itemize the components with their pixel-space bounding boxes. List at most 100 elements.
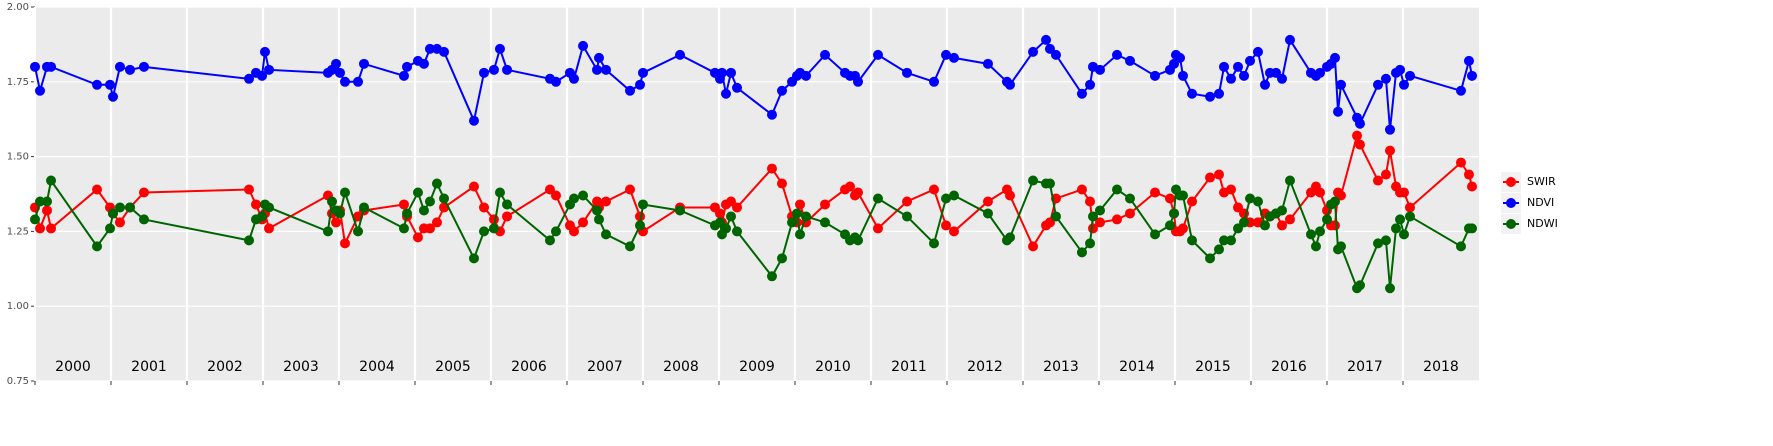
data-point <box>42 205 53 216</box>
data-point <box>1005 190 1016 201</box>
data-point <box>1076 184 1087 195</box>
legend-label: NDVI <box>1527 196 1554 209</box>
data-point <box>777 85 788 96</box>
data-point <box>439 46 450 57</box>
data-point <box>1385 283 1396 294</box>
data-point <box>982 196 993 207</box>
data-point <box>264 223 275 234</box>
data-point <box>114 61 125 72</box>
data-point <box>578 217 589 228</box>
x-tick-label: 2016 <box>1271 359 1307 375</box>
data-point <box>1398 79 1409 90</box>
data-point <box>625 184 636 195</box>
data-point <box>544 235 555 246</box>
data-point <box>479 202 490 213</box>
data-point <box>941 49 952 60</box>
data-point <box>1305 229 1316 240</box>
data-point <box>1329 196 1340 207</box>
data-point <box>766 163 777 174</box>
data-point <box>1463 169 1474 180</box>
data-point <box>1354 118 1365 129</box>
data-point <box>125 64 135 75</box>
x-tick-label: 2013 <box>1043 359 1079 375</box>
data-point <box>412 187 423 198</box>
data-point <box>941 220 952 231</box>
data-point <box>568 193 579 204</box>
data-point <box>402 61 413 72</box>
data-point <box>1150 187 1161 198</box>
data-point <box>1094 217 1105 228</box>
data-point <box>1315 187 1326 198</box>
data-point <box>1164 193 1175 204</box>
data-point <box>359 58 370 69</box>
data-point <box>1310 241 1321 252</box>
data-point <box>1284 175 1295 186</box>
data-point <box>1028 175 1039 186</box>
data-point <box>468 253 479 264</box>
y-tick-label: 1.50 <box>7 152 29 163</box>
data-point <box>340 238 351 249</box>
data-point <box>114 217 125 228</box>
data-point <box>353 76 363 87</box>
data-point <box>820 199 831 210</box>
data-point <box>1252 196 1263 207</box>
data-point <box>1125 208 1136 219</box>
data-point <box>1395 214 1406 225</box>
data-point <box>502 64 513 75</box>
data-point <box>502 211 513 222</box>
data-point <box>251 199 262 210</box>
data-point <box>479 67 490 78</box>
data-point <box>1219 61 1230 72</box>
data-point <box>638 199 648 210</box>
data-point <box>1404 70 1415 81</box>
data-point <box>550 76 561 87</box>
data-point <box>502 199 513 210</box>
x-tick-label: 2005 <box>435 359 471 375</box>
data-point <box>1335 79 1346 90</box>
x-tick-label: 2011 <box>891 359 927 375</box>
data-point <box>1112 49 1123 60</box>
data-point <box>125 202 135 213</box>
data-point <box>257 211 268 222</box>
data-point <box>418 205 429 216</box>
data-point <box>600 229 611 240</box>
data-point <box>1277 205 1288 216</box>
data-point <box>1259 220 1270 231</box>
data-point <box>398 199 409 210</box>
data-point <box>105 79 116 90</box>
data-point <box>1352 130 1363 141</box>
data-point <box>494 43 505 54</box>
data-point <box>1329 220 1340 231</box>
data-point <box>353 226 363 237</box>
data-point <box>593 214 604 225</box>
data-point <box>264 64 275 75</box>
data-point <box>726 211 737 222</box>
data-point <box>902 211 913 222</box>
data-point <box>1187 235 1198 246</box>
data-point <box>550 226 561 237</box>
data-point <box>1354 280 1365 291</box>
data-point <box>872 49 883 60</box>
data-point <box>402 208 413 219</box>
data-point <box>1169 208 1180 219</box>
data-point <box>1094 205 1105 216</box>
data-point <box>1391 223 1402 234</box>
data-point <box>1372 175 1383 186</box>
legend-swatch <box>1506 177 1516 187</box>
data-point <box>1085 79 1096 90</box>
data-point <box>853 235 864 246</box>
data-point <box>550 190 561 201</box>
data-point <box>766 109 777 120</box>
data-point <box>1205 253 1216 264</box>
data-point <box>468 115 479 126</box>
data-point <box>334 208 345 219</box>
data-point <box>948 190 959 201</box>
data-point <box>948 52 959 63</box>
x-tick-label: 2017 <box>1347 359 1383 375</box>
x-tick-label: 2002 <box>207 359 243 375</box>
data-point <box>398 223 409 234</box>
data-point <box>1322 214 1332 225</box>
data-point <box>92 184 103 195</box>
data-point <box>1329 52 1340 63</box>
data-point <box>714 208 725 219</box>
